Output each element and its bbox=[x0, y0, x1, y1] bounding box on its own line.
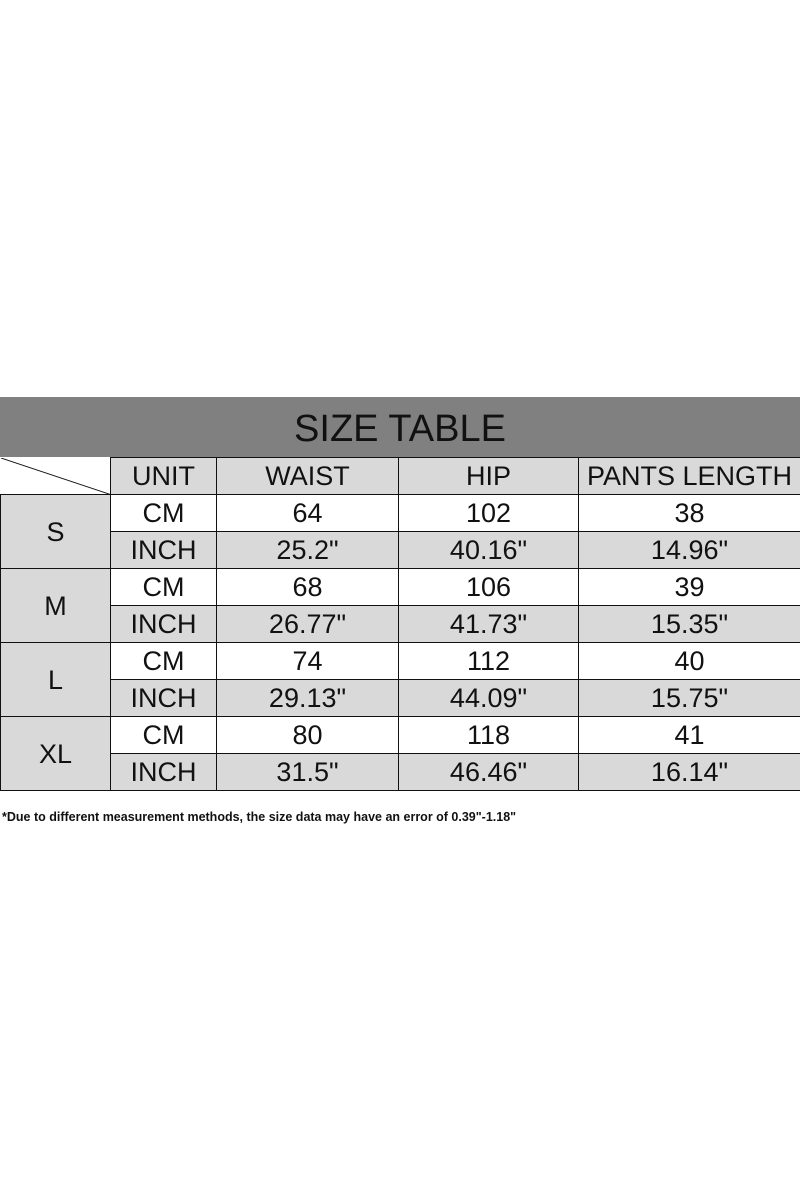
cell-waist: 25.2" bbox=[216, 531, 399, 569]
cell-unit: INCH bbox=[110, 605, 217, 643]
cell-unit: INCH bbox=[110, 531, 217, 569]
table-row-m-inch: INCH 26.77" 41.73" 15.35" bbox=[1, 605, 800, 643]
header-pants-length: PANTS LENGTH bbox=[578, 457, 800, 495]
size-label: XL bbox=[0, 716, 111, 791]
table-row-l-inch: INCH 29.13" 44.09" 15.75" bbox=[1, 679, 800, 717]
header-hip: HIP bbox=[398, 457, 579, 495]
cell-unit: CM bbox=[110, 642, 217, 680]
cell-waist: 29.13" bbox=[216, 679, 399, 717]
cell-hip: 40.16" bbox=[398, 531, 579, 569]
cell-length: 15.75" bbox=[578, 679, 800, 717]
cell-unit: CM bbox=[110, 494, 217, 532]
cell-length: 14.96" bbox=[578, 531, 800, 569]
cell-hip: 106 bbox=[398, 568, 579, 606]
cell-unit: INCH bbox=[110, 753, 217, 791]
size-table: UNIT WAIST HIP PANTS LENGTH S CM 64 102 38 IN… bbox=[0, 457, 800, 791]
size-label: S bbox=[0, 494, 111, 569]
table-row-m-cm: M CM 68 106 39 bbox=[0, 568, 800, 643]
cell-hip: 118 bbox=[398, 716, 579, 754]
cell-length: 39 bbox=[578, 568, 800, 606]
header-unit: UNIT bbox=[110, 457, 217, 495]
cell-waist: 64 bbox=[216, 494, 399, 532]
cell-waist: 31.5" bbox=[216, 753, 399, 791]
size-label: M bbox=[0, 568, 111, 643]
header-waist: WAIST bbox=[216, 457, 399, 495]
cell-hip: 112 bbox=[398, 642, 579, 680]
cell-waist: 74 bbox=[216, 642, 399, 680]
table-title: SIZE TABLE bbox=[0, 397, 800, 457]
cell-length: 38 bbox=[578, 494, 800, 532]
cell-length: 41 bbox=[578, 716, 800, 754]
cell-length: 40 bbox=[578, 642, 800, 680]
cell-hip: 44.09" bbox=[398, 679, 579, 717]
footnote: *Due to different measurement methods, t… bbox=[2, 810, 517, 824]
table-row-s-cm: S CM 64 102 38 bbox=[0, 494, 800, 569]
table-row-xl-cm: XL CM 80 118 41 bbox=[0, 716, 800, 791]
size-label: L bbox=[0, 642, 111, 717]
table-row-s-inch: INCH 25.2" 40.16" 14.96" bbox=[1, 531, 800, 569]
cell-waist: 80 bbox=[216, 716, 399, 754]
cell-unit: INCH bbox=[110, 679, 217, 717]
table-row-l-cm: L CM 74 112 40 bbox=[0, 642, 800, 717]
table-row-xl-inch: INCH 31.5" 46.46" 16.14" bbox=[1, 753, 800, 791]
corner-cell bbox=[0, 457, 111, 495]
cell-unit: CM bbox=[110, 568, 217, 606]
cell-hip: 41.73" bbox=[398, 605, 579, 643]
cell-length: 16.14" bbox=[578, 753, 800, 791]
cell-length: 15.35" bbox=[578, 605, 800, 643]
header-row: UNIT WAIST HIP PANTS LENGTH bbox=[0, 457, 800, 495]
cell-waist: 68 bbox=[216, 568, 399, 606]
cell-unit: CM bbox=[110, 716, 217, 754]
cell-hip: 102 bbox=[398, 494, 579, 532]
cell-waist: 26.77" bbox=[216, 605, 399, 643]
cell-hip: 46.46" bbox=[398, 753, 579, 791]
